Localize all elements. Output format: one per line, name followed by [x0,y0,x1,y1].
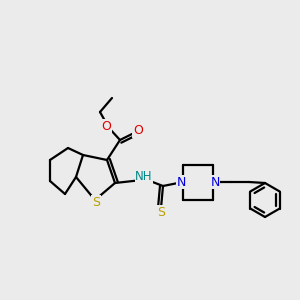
Text: O: O [133,124,143,137]
Text: O: O [101,119,111,133]
Text: S: S [157,206,165,218]
Text: N: N [176,176,186,188]
Text: N: N [210,176,220,188]
Text: S: S [92,196,100,208]
Text: NH: NH [135,170,153,184]
